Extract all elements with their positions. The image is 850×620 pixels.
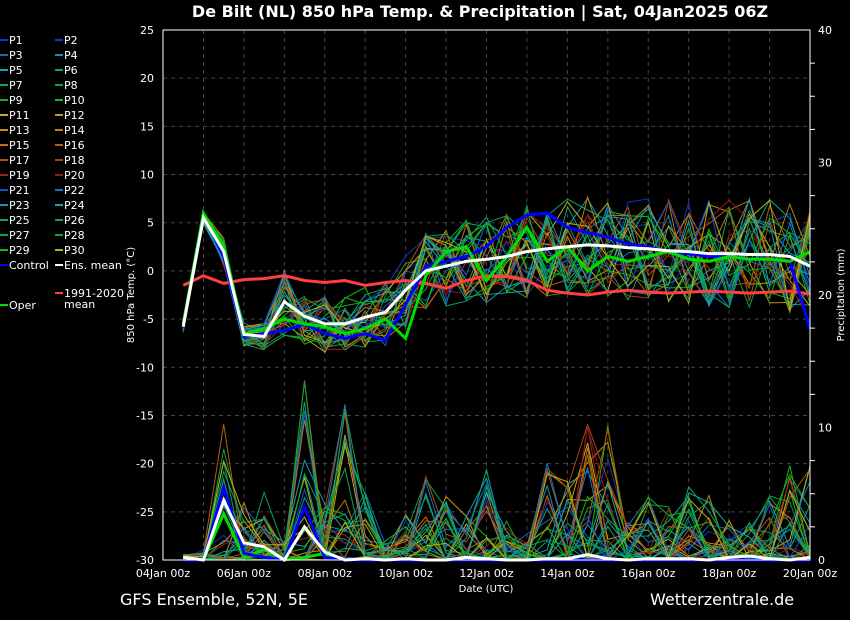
y2-axis-label: Precipitation (mm): [836, 248, 847, 341]
y-tick-label: -10: [136, 361, 154, 374]
legend-label: P12: [64, 109, 85, 122]
legend-label: P9: [9, 94, 23, 107]
legend-label: P15: [9, 139, 30, 152]
legend-label: P30: [64, 244, 85, 257]
x-tick-label: 20Jan 00z: [783, 567, 837, 580]
x-tick-label: 14Jan 00z: [540, 567, 594, 580]
x-tick-label: 12Jan 00z: [459, 567, 513, 580]
x-tick-label: 06Jan 00z: [217, 567, 271, 580]
member-temp-lines: [182, 195, 811, 354]
y2-axis-ticks: 40 30 20 10 0: [810, 24, 832, 567]
y-tick-label: -25: [136, 506, 154, 519]
legend-label: P1: [9, 34, 23, 47]
member-temp-line: [182, 211, 811, 330]
oper-temp-line: [181, 208, 811, 342]
legend-label: P25: [9, 214, 30, 227]
member-precip-line: [183, 427, 811, 561]
chart-title: De Bilt (NL) 850 hPa Temp. & Precipitati…: [192, 2, 768, 22]
y-tick-label: 15: [140, 120, 154, 133]
legend-label: P16: [64, 139, 85, 152]
legend-label: Ens. mean: [64, 259, 122, 272]
legend-label: P19: [9, 169, 30, 182]
ens-mean-temp-line: [181, 213, 811, 338]
x-axis-ticks: 04Jan 00z 06Jan 00z 08Jan 00z 10Jan 00z 12Ja…: [136, 567, 837, 580]
member-temp-line: [182, 206, 811, 350]
legend-label: P13: [9, 124, 30, 137]
y-axis-label: 850 hPa Temp. (°C): [126, 247, 137, 343]
footer-source: GFS Ensemble, 52N, 5E: [120, 590, 308, 609]
y-axis-ticks: 25 20 15 10 5 0 -5 -10 -15 -20 -25 -30: [136, 24, 154, 567]
legend-label: P8: [64, 79, 78, 92]
x-tick-label: 04Jan 00z: [136, 567, 190, 580]
member-precip-line: [183, 419, 811, 561]
control-temp-line: [181, 210, 812, 343]
legend-label: P7: [9, 79, 23, 92]
y-tick-label: -15: [136, 409, 154, 422]
legend-label: P14: [64, 124, 85, 137]
y2-tick-label: 30: [818, 157, 832, 170]
climate-mean-line: [182, 274, 811, 297]
footer-site: Wetterzentrale.de: [650, 590, 794, 609]
legend-label: P5: [9, 64, 23, 77]
legend-label: P3: [9, 49, 23, 62]
x-axis-label: Date (UTC): [459, 584, 514, 595]
member-precip-line: [183, 381, 811, 561]
legend-label: P10: [64, 94, 85, 107]
member-temp-line: [182, 199, 811, 336]
y2-tick-label: 40: [818, 24, 832, 37]
legend-label: P2: [64, 34, 78, 47]
legend-label: P22: [64, 184, 85, 197]
x-tick-label: 18Jan 00z: [702, 567, 756, 580]
y-tick-label: 0: [147, 265, 154, 278]
member-precip-line: [183, 459, 811, 561]
legend-label: P23: [9, 199, 30, 212]
member-temp-line: [182, 198, 811, 340]
y-tick-label: -30: [136, 554, 154, 567]
member-precip-line: [183, 401, 811, 562]
legend-label: Control: [9, 259, 49, 272]
y-tick-label: 25: [140, 24, 154, 37]
plot-frame: [162, 29, 811, 561]
legend-label: P18: [64, 154, 85, 167]
y2-tick-label: 20: [818, 289, 832, 302]
y2-tick-label: 0: [818, 554, 825, 567]
member-temp-line: [182, 197, 811, 351]
legend: P1 P2 P3 P4 P5 P6 P7 P8 P9 P10 P11 P12 P13 P14 P15 P16 P…: [0, 34, 124, 312]
x-tick-label: 08Jan 00z: [298, 567, 352, 580]
legend-label: P11: [9, 109, 30, 122]
x-tick-label: 10Jan 00z: [379, 567, 433, 580]
legend-label: Oper: [9, 299, 36, 312]
y-tick-label: 20: [140, 72, 154, 85]
member-precip-lines: [182, 380, 811, 562]
member-precip-line: [183, 436, 811, 562]
y-tick-label: 5: [147, 217, 154, 230]
member-temp-line: [182, 219, 811, 347]
member-temp-line: [182, 196, 811, 342]
legend-label: P29: [9, 244, 30, 257]
legend-label: P20: [64, 169, 85, 182]
legend-label: P6: [64, 64, 78, 77]
y-tick-label: -20: [136, 458, 154, 471]
legend-label: P26: [64, 214, 85, 227]
y-tick-label: -5: [143, 313, 154, 326]
x-tick-label: 16Jan 00z: [621, 567, 675, 580]
legend-label: P24: [64, 199, 85, 212]
legend-label: P17: [9, 154, 30, 167]
legend-label: P28: [64, 229, 85, 242]
legend-label: 1991-2020 mean: [64, 287, 124, 311]
legend-label: P4: [64, 49, 78, 62]
member-precip-line: [183, 466, 811, 561]
y-tick-label: 10: [140, 169, 154, 182]
legend-label: P21: [9, 184, 30, 197]
legend-label: P27: [9, 229, 30, 242]
y2-tick-label: 10: [818, 422, 832, 435]
